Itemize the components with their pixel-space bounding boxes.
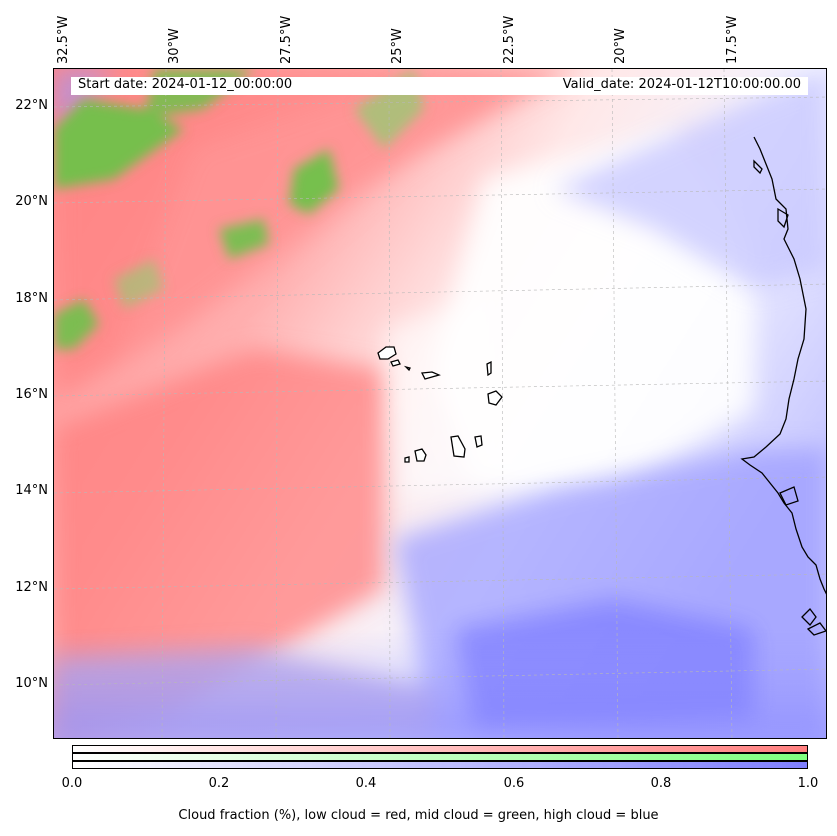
island-fogo [414, 448, 427, 462]
island-brava [404, 456, 410, 463]
lat-label-22n: 22°N [15, 98, 48, 113]
colorbar-tick-0: 0.0 [61, 776, 83, 791]
lon-label-30w: 30°W [167, 28, 182, 64]
colorbar-title: Cloud fraction (%), low cloud = red, mid… [178, 808, 659, 823]
valid-date-label: Valid_date: 2024-01-12T10:00:00.00 [562, 77, 801, 92]
start-date-label: Start date: 2024-01-12_00:00:00 [78, 77, 293, 92]
island-santa-luzia [403, 365, 411, 372]
lon-label-27-5w: 27.5°W [279, 15, 294, 64]
cape-verde-islands [377, 346, 503, 463]
lat-label-20n: 20°N [15, 194, 48, 209]
lat-label-16n: 16°N [15, 387, 48, 402]
island-sal [486, 360, 492, 377]
island-sao-vicente [390, 359, 401, 367]
colorbar-low-cloud [72, 745, 808, 753]
date-info-bar: Start date: 2024-01-12_00:00:00 Valid_da… [71, 77, 808, 95]
island-santo-antao [377, 346, 397, 360]
colorbar-high-cloud [72, 761, 808, 769]
cloud-fraction-map [53, 68, 827, 739]
lon-label-32-5w: 32.5°W [56, 15, 71, 64]
colorbar-tick-4: 0.8 [650, 776, 672, 791]
lat-label-12n: 12°N [15, 580, 48, 595]
lat-label-18n: 18°N [15, 291, 48, 306]
island-sao-nicolau [420, 371, 441, 380]
colorbar-tick-3: 0.6 [503, 776, 525, 791]
colorbar-tick-1: 0.2 [208, 776, 230, 791]
island-maio [474, 435, 483, 448]
map-canvas [54, 69, 826, 738]
colorbar-tick-2: 0.4 [355, 776, 377, 791]
island-santiago [450, 435, 466, 458]
graticule [54, 69, 826, 738]
africa-coastline [740, 136, 826, 636]
lat-label-10n: 10°N [15, 676, 48, 691]
lon-label-17-5w: 17.5°W [725, 15, 740, 64]
colorbar-mid-cloud [72, 753, 808, 761]
lat-label-14n: 14°N [15, 483, 48, 498]
lon-label-22-5w: 22.5°W [502, 15, 517, 64]
lon-label-25w: 25°W [390, 28, 405, 64]
mid-cloud-layer [54, 69, 424, 349]
colorbar-tick-5: 1.0 [797, 776, 819, 791]
high-cloud-bottom-haze [54, 629, 826, 738]
island-boa-vista [487, 390, 503, 406]
lon-label-20w: 20°W [613, 28, 628, 64]
